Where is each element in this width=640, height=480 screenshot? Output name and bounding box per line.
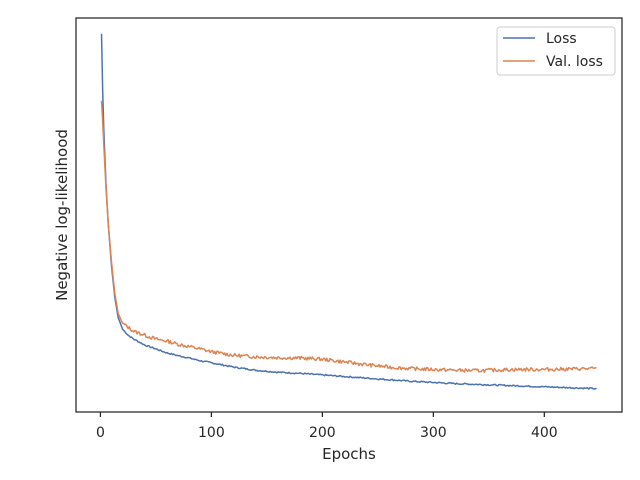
x-tick-label: 300: [420, 425, 447, 441]
x-tick-label: 200: [309, 425, 336, 441]
series-line-loss: [100, 33, 597, 390]
legend-label-loss: Loss: [546, 31, 577, 47]
x-axis-ticks: 0 100 200 300 400: [96, 412, 558, 441]
legend-label-val-loss: Val. loss: [546, 54, 603, 70]
y-axis-label: Negative log-likelihood: [53, 129, 71, 301]
plot-frame: [75, 17, 623, 413]
x-tick-label: 0: [96, 425, 105, 441]
series-line-val-loss: [100, 100, 597, 373]
x-tick-label: 400: [531, 425, 558, 441]
plot-area: [76, 18, 622, 412]
x-tick-label: 100: [198, 425, 225, 441]
series-layer: [100, 33, 597, 390]
legend: Loss Val. loss: [496, 26, 616, 76]
legend-box: [496, 26, 616, 76]
x-axis-label: Epochs: [322, 445, 376, 463]
